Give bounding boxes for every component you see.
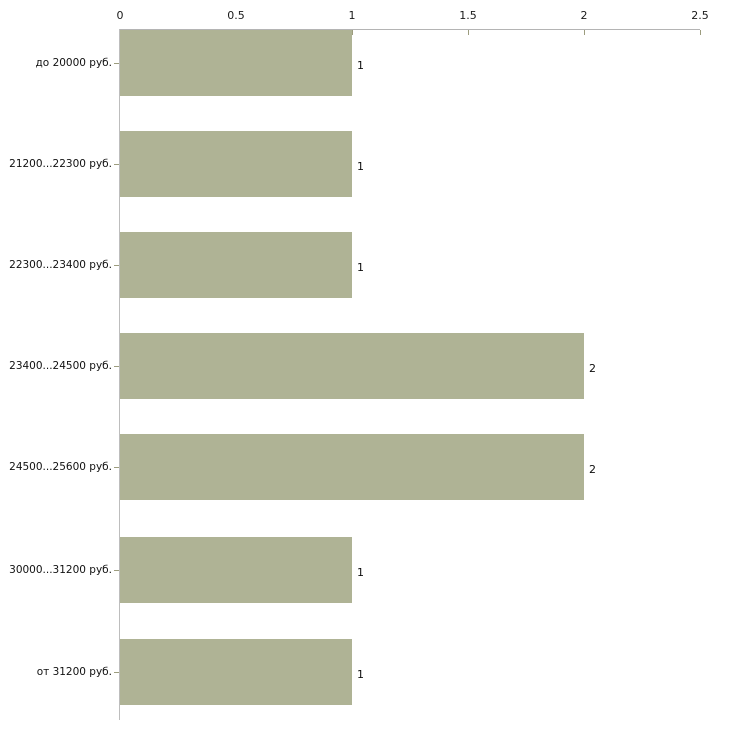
x-axis-tick-label: 2.5	[691, 9, 709, 22]
y-axis-tick	[114, 265, 119, 266]
x-axis-tick	[468, 30, 469, 35]
y-axis-category-label: 22300...23400 руб.	[9, 259, 112, 271]
y-axis-tick	[114, 366, 119, 367]
y-axis-category-label: до 20000 руб.	[35, 57, 112, 69]
bar	[120, 131, 352, 197]
bar-value-label: 1	[357, 261, 364, 274]
bar-value-label: 2	[589, 362, 596, 375]
x-axis-tick-label: 2	[580, 9, 588, 22]
x-axis-tick	[584, 30, 585, 35]
bar	[120, 30, 352, 96]
x-axis-tick-label: 0.5	[227, 9, 245, 22]
x-axis-tick-label: 0	[116, 9, 124, 22]
bar-value-label: 2	[589, 463, 596, 476]
bar-value-label: 1	[357, 668, 364, 681]
x-axis-tick-label: 1	[348, 9, 356, 22]
x-axis-tick	[352, 30, 353, 35]
y-axis-tick	[114, 164, 119, 165]
bar-value-label: 1	[357, 59, 364, 72]
bar	[120, 232, 352, 298]
bar-value-label: 1	[357, 566, 364, 579]
x-axis-tick-label: 1.5	[459, 9, 477, 22]
y-axis-line	[119, 29, 120, 720]
x-axis-line	[120, 29, 700, 30]
y-axis-tick	[114, 63, 119, 64]
y-axis-tick	[114, 467, 119, 468]
bar-value-label: 1	[357, 160, 364, 173]
y-axis-category-label: от 31200 руб.	[36, 666, 112, 678]
bar	[120, 434, 584, 500]
bar	[120, 333, 584, 399]
bar	[120, 537, 352, 603]
y-axis-category-label: 21200...22300 руб.	[9, 158, 112, 170]
y-axis-tick	[114, 570, 119, 571]
y-axis-category-label: 24500...25600 руб.	[9, 461, 112, 473]
y-axis-tick	[114, 672, 119, 673]
y-axis-category-label: 23400...24500 руб.	[9, 360, 112, 372]
y-axis-category-label: 30000...31200 руб.	[9, 564, 112, 576]
bar	[120, 639, 352, 705]
x-axis-tick	[700, 30, 701, 35]
